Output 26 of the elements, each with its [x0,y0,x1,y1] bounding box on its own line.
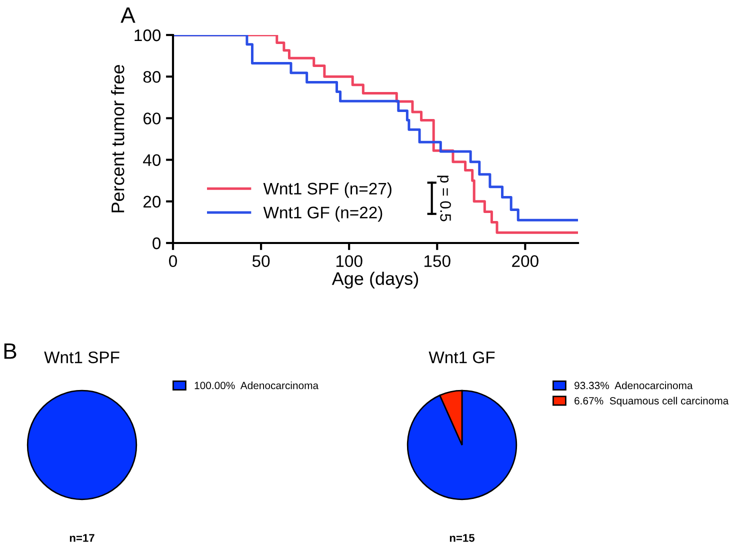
legend-label: Wnt1 GF (n=22) [263,206,382,222]
y-axis-title: Percent tumor free [111,65,124,212]
text: n=17 [70,534,94,542]
legend-label: 100.00% Adenocarcinoma [194,382,319,390]
x-tick-label: 100 [336,255,362,268]
annotation: p = 0.5 [437,176,451,222]
legend-label: 6.67% Squamous cell carcinoma [574,396,729,407]
y-tick-label: 40 [143,154,161,166]
chart-title: Wnt1 SPF [44,351,120,364]
x-axis-title: Age (days) [332,272,418,289]
chart-title: Wnt1 GF [428,351,495,364]
x-tick-label: 50 [252,255,270,268]
y-tick-label: 20 [143,196,161,208]
text: A [120,7,136,23]
x-tick-label: 200 [512,255,538,268]
y-tick-label: 0 [152,237,161,250]
pie-slice [406,390,518,500]
x-tick-label: 150 [424,255,450,268]
x-tick-label: 0 [169,255,177,268]
y-tick-label: 60 [144,112,161,124]
y-tick-label: 80 [143,71,161,83]
legend-label: Wnt1 SPF (n=27) [263,182,392,198]
text: n=15 [450,534,475,542]
legend-label: 93.33% Adenocarcinoma [574,382,693,390]
text: B [4,343,16,359]
y-tick-label: 100 [134,29,161,42]
